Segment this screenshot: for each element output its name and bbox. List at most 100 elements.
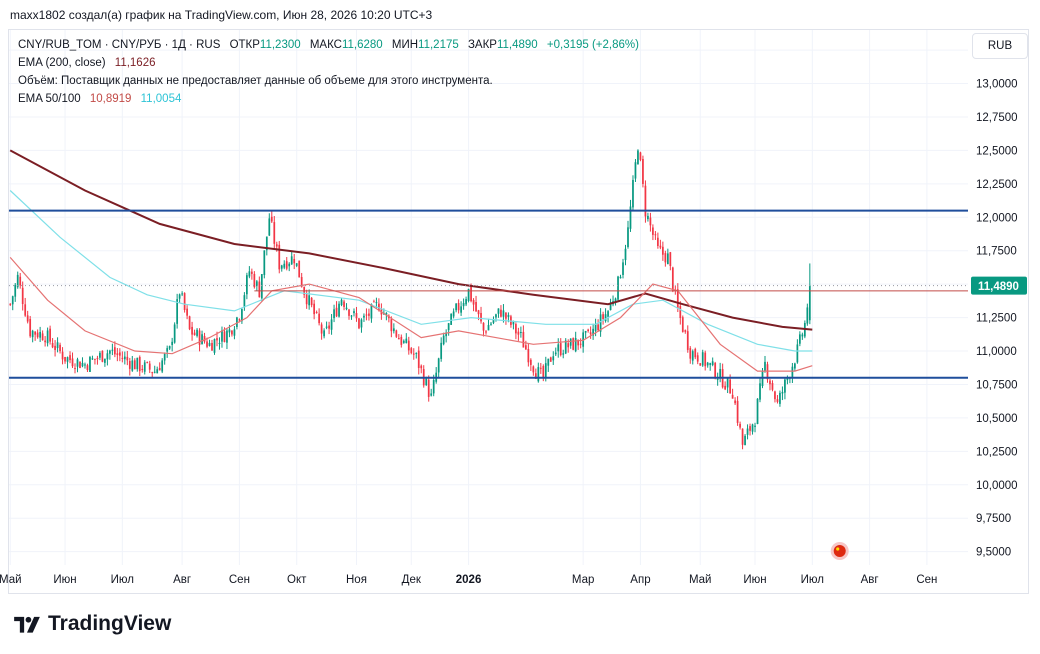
candle-body[interactable]	[534, 373, 537, 379]
candle-body[interactable]	[627, 227, 629, 248]
candle-body[interactable]	[39, 331, 42, 338]
candle-body[interactable]	[582, 332, 585, 347]
candle-body[interactable]	[216, 338, 218, 341]
candle-body[interactable]	[417, 350, 420, 368]
candle-body[interactable]	[460, 306, 462, 313]
candle-body[interactable]	[101, 350, 104, 362]
candle-body[interactable]	[719, 368, 722, 378]
candle-body[interactable]	[173, 324, 176, 343]
candle-body[interactable]	[390, 319, 393, 332]
candle-body[interactable]	[355, 313, 358, 319]
candle-body[interactable]	[126, 356, 129, 361]
candle-body[interactable]	[106, 353, 109, 360]
candle-body[interactable]	[31, 330, 34, 338]
candle-body[interactable]	[121, 357, 124, 359]
candle-body[interactable]	[176, 299, 179, 324]
candle-body[interactable]	[288, 263, 291, 267]
candle-body[interactable]	[16, 274, 19, 288]
candle-body[interactable]	[285, 261, 288, 269]
candle-body[interactable]	[652, 227, 654, 235]
candle-body[interactable]	[455, 303, 457, 311]
candle-body[interactable]	[587, 329, 590, 332]
candle-body[interactable]	[796, 344, 799, 363]
candle-body[interactable]	[248, 271, 251, 277]
candle-body[interactable]	[440, 342, 443, 359]
candle-body[interactable]	[689, 348, 692, 359]
candle-body[interactable]	[512, 321, 515, 325]
candle-body[interactable]	[260, 274, 263, 299]
candle-body[interactable]	[617, 276, 619, 300]
candle-body[interactable]	[552, 356, 555, 361]
candle-body[interactable]	[46, 330, 49, 344]
candle-body[interactable]	[791, 366, 794, 378]
candle-body[interactable]	[477, 310, 480, 315]
candle-body[interactable]	[604, 314, 607, 322]
candle-body[interactable]	[554, 352, 557, 355]
candle-body[interactable]	[305, 294, 308, 305]
candle-body[interactable]	[470, 286, 472, 302]
candle-body[interactable]	[113, 347, 116, 355]
candle-body[interactable]	[64, 356, 66, 362]
candle-body[interactable]	[278, 244, 281, 270]
candle-body[interactable]	[246, 275, 248, 295]
candle-body[interactable]	[320, 324, 323, 334]
candle-body[interactable]	[442, 335, 445, 345]
candle-body[interactable]	[241, 309, 243, 322]
candle-body[interactable]	[502, 310, 505, 317]
candle-body[interactable]	[704, 352, 707, 367]
candle-body[interactable]	[517, 331, 520, 335]
candle-body[interactable]	[515, 324, 517, 334]
candle-body[interactable]	[123, 356, 126, 360]
candle-body[interactable]	[265, 236, 268, 251]
candle-body[interactable]	[54, 345, 56, 351]
candle-body[interactable]	[138, 356, 141, 372]
candle-body[interactable]	[475, 302, 477, 312]
candle-body[interactable]	[739, 423, 741, 428]
candle-body[interactable]	[716, 378, 719, 380]
candle-body[interactable]	[373, 301, 375, 303]
candle-body[interactable]	[228, 329, 231, 333]
candle-body[interactable]	[764, 361, 766, 371]
candle-body[interactable]	[657, 237, 659, 246]
candle-body[interactable]	[51, 343, 54, 348]
candle-body[interactable]	[557, 344, 560, 352]
candle-body[interactable]	[639, 152, 642, 160]
candle-body[interactable]	[375, 302, 378, 304]
candle-body[interactable]	[143, 362, 146, 372]
candle-body[interactable]	[624, 248, 627, 261]
candle-body[interactable]	[706, 362, 709, 366]
candle-body[interactable]	[731, 394, 734, 399]
candle-body[interactable]	[457, 303, 460, 311]
candle-body[interactable]	[564, 340, 567, 354]
candle-body[interactable]	[709, 363, 712, 365]
candle-body[interactable]	[345, 307, 348, 310]
candle-body[interactable]	[726, 377, 729, 388]
candle-body[interactable]	[724, 385, 727, 390]
candle-body[interactable]	[786, 377, 789, 381]
candle-body[interactable]	[507, 314, 510, 317]
candle-body[interactable]	[430, 393, 433, 396]
candle-body[interactable]	[392, 328, 395, 332]
candle-body[interactable]	[196, 329, 198, 336]
candle-body[interactable]	[168, 346, 171, 349]
candle-body[interactable]	[91, 358, 94, 360]
candle-body[interactable]	[223, 331, 226, 342]
candle-body[interactable]	[340, 299, 343, 306]
candle-body[interactable]	[49, 328, 51, 342]
candle-body[interactable]	[607, 311, 609, 317]
candle-body[interactable]	[338, 303, 340, 317]
candle-body[interactable]	[330, 319, 333, 330]
candle-body[interactable]	[629, 206, 632, 229]
candle-body[interactable]	[774, 391, 776, 400]
candle-body[interactable]	[34, 331, 37, 335]
ema-line-ema100[interactable]	[9, 190, 813, 352]
candle-body[interactable]	[221, 330, 223, 342]
candle-body[interactable]	[779, 392, 781, 404]
candle-body[interactable]	[482, 322, 485, 331]
candle-body[interactable]	[26, 315, 29, 322]
candle-body[interactable]	[156, 369, 159, 374]
candle-body[interactable]	[701, 352, 704, 366]
candle-body[interactable]	[161, 360, 164, 372]
candle-body[interactable]	[275, 244, 278, 247]
